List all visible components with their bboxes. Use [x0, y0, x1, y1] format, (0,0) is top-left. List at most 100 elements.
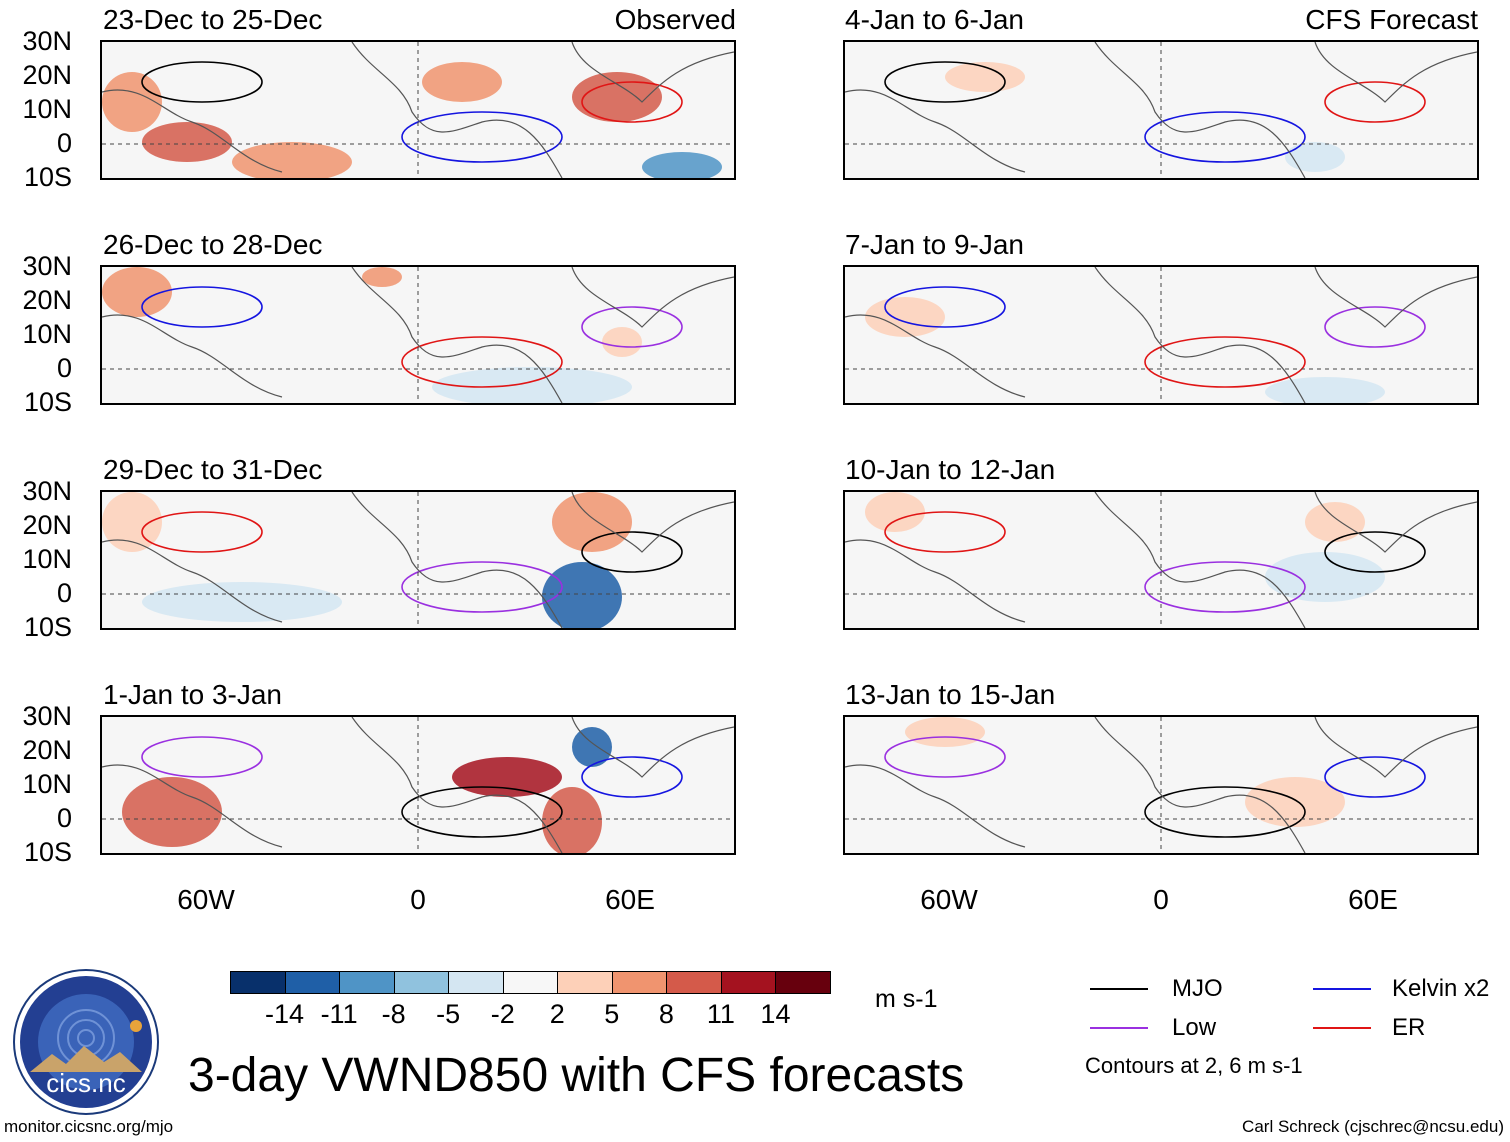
- wave-contour: [884, 286, 1006, 328]
- colorbar-swatch: [502, 971, 559, 994]
- wind-anomaly-shading: [572, 727, 612, 767]
- panel-title-left-4: 1-Jan to 3-Jan: [103, 679, 282, 710]
- wind-anomaly-shading: [1285, 142, 1345, 172]
- wave-contour: [401, 561, 563, 613]
- wind-anomaly-shading: [542, 787, 602, 853]
- colorbar-tick-label: -5: [436, 999, 461, 1029]
- map-field: [102, 492, 734, 628]
- logo-text: cics.nc: [46, 1068, 126, 1098]
- colorbar-tick-label: 11: [706, 999, 735, 1029]
- lat-label: 10N: [22, 544, 72, 574]
- colorbar-tick-label: -2: [490, 999, 515, 1029]
- map-field: [102, 267, 734, 403]
- legend-label-low: Low: [1172, 1014, 1217, 1041]
- coastline: [845, 267, 1477, 403]
- colorbar-tick-label: 8: [658, 999, 674, 1029]
- forecast-label: CFS Forecast: [1305, 4, 1478, 35]
- legend-label-er: ER: [1392, 1014, 1426, 1041]
- wind-anomaly-shading: [122, 777, 222, 847]
- lat-label: 10S: [23, 387, 72, 417]
- map-panel-right-1: [843, 40, 1479, 180]
- map-panel-right-2: [843, 265, 1479, 405]
- wind-anomaly-shading: [422, 62, 502, 102]
- map-panel-right-3: [843, 490, 1479, 630]
- lat-label: 0: [56, 803, 72, 833]
- colorbar-swatch: [611, 971, 668, 994]
- coastline: [102, 267, 734, 403]
- wind-anomaly-shading: [432, 367, 632, 403]
- wave-contour: [1324, 306, 1426, 348]
- legend-line-er: [1313, 1027, 1371, 1029]
- wind-anomaly-shading: [102, 492, 162, 552]
- lon-label-60w-left: 60W: [177, 884, 235, 915]
- wind-anomaly-shading: [865, 492, 925, 532]
- lat-label: 10N: [22, 94, 72, 124]
- lat-label: 30N: [22, 476, 72, 506]
- legend-line-kelvin: [1313, 988, 1371, 990]
- map-panel-left-1: [100, 40, 736, 180]
- panel-title-right-1: 4-Jan to 6-Jan: [845, 4, 1024, 35]
- wind-anomaly-shading: [552, 492, 632, 552]
- map-panel-left-2: [100, 265, 736, 405]
- wind-anomaly-shading: [602, 327, 642, 357]
- lon-label-0-right: 0: [1153, 884, 1169, 915]
- lat-label: 0: [56, 578, 72, 608]
- wave-contour: [141, 61, 263, 103]
- wind-anomaly-shading: [572, 72, 662, 122]
- lat-label: 0: [56, 353, 72, 383]
- contour-note: Contours at 2, 6 m s-1: [1085, 1053, 1303, 1078]
- lat-label: 30N: [22, 701, 72, 731]
- lat-label: 30N: [22, 251, 72, 281]
- wave-contour: [581, 306, 683, 348]
- map-field: [102, 42, 734, 178]
- wave-contour: [1144, 336, 1306, 388]
- wave-contour: [1324, 81, 1426, 123]
- legend-label-kelvin: Kelvin x2: [1392, 975, 1490, 1002]
- colorbar-swatch: [339, 971, 395, 994]
- wind-anomaly-shading: [905, 717, 985, 747]
- panel-title-right-3: 10-Jan to 12-Jan: [845, 454, 1056, 485]
- wind-anomaly-shading: [542, 562, 622, 628]
- lon-label-60e-right: 60E: [1348, 884, 1398, 915]
- colorbar-tick-label: 14: [760, 999, 791, 1029]
- map-field: [845, 267, 1477, 403]
- panel-title-left-1: 23-Dec to 25-Dec: [103, 4, 323, 35]
- wind-anomaly-shading: [1265, 377, 1385, 403]
- wave-contour: [1144, 786, 1306, 838]
- map-panel-left-4: [100, 715, 736, 855]
- cics-logo: cics.nc: [12, 968, 160, 1116]
- wind-anomaly-shading: [362, 267, 402, 287]
- map-field: [102, 717, 734, 853]
- wind-anomaly-shading: [142, 122, 232, 162]
- wave-contour: [1144, 561, 1306, 613]
- colorbar-swatch: [448, 971, 504, 994]
- colorbar-tick-label: -14: [265, 999, 305, 1029]
- colorbar-tick-label: 2: [549, 999, 565, 1029]
- wave-contour: [141, 286, 263, 328]
- observed-label: Observed: [614, 4, 736, 35]
- coastline: [845, 42, 1477, 178]
- wave-contour: [401, 336, 563, 388]
- wind-anomaly-shading: [1265, 552, 1385, 602]
- wave-contour: [141, 736, 263, 778]
- wave-contour: [1324, 531, 1426, 573]
- wind-anomaly-shading: [102, 72, 162, 132]
- wind-anomaly-shading: [102, 267, 172, 317]
- wave-contour: [141, 511, 263, 553]
- lat-label: 20N: [22, 285, 72, 315]
- colorbar-unit: m s-1: [875, 985, 938, 1013]
- colorbar-swatch: [775, 971, 831, 994]
- lon-label-60e-left: 60E: [605, 884, 655, 915]
- website-link[interactable]: monitor.cicsnc.org/mjo: [4, 1117, 174, 1136]
- wave-contour: [884, 511, 1006, 553]
- colorbar-swatch: [666, 971, 722, 994]
- lat-label: 10N: [22, 319, 72, 349]
- panel-title-left-3: 29-Dec to 31-Dec: [103, 454, 323, 485]
- colorbar-swatch: [557, 971, 613, 994]
- wave-contour: [581, 756, 683, 798]
- author-credit: Carl Schreck (cjschrec@ncsu.edu): [1242, 1117, 1504, 1136]
- lat-label: 20N: [22, 510, 72, 540]
- map-panel-left-3: [100, 490, 736, 630]
- legend-line-low: [1090, 1027, 1148, 1029]
- map-field: [845, 42, 1477, 178]
